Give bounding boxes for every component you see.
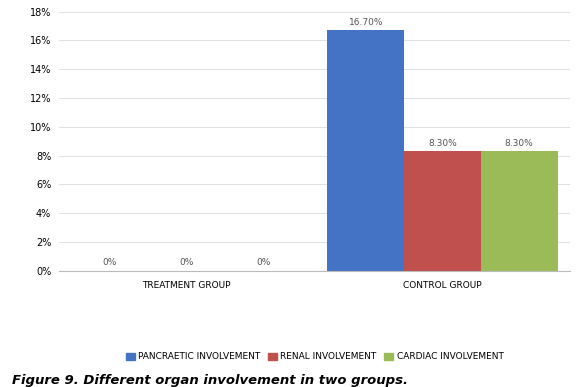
Bar <box>328 30 404 271</box>
Text: 16.70%: 16.70% <box>349 18 383 27</box>
Bar <box>404 151 481 271</box>
Legend: PANCRAETIC INVOLVEMENT, RENAL INVOLVEMENT, CARDIAC INVOLVEMENT: PANCRAETIC INVOLVEMENT, RENAL INVOLVEMEN… <box>122 349 507 365</box>
Text: 0%: 0% <box>179 258 194 267</box>
Text: Figure 9. Different organ involvement in two groups.: Figure 9. Different organ involvement in… <box>12 374 407 387</box>
Text: 0%: 0% <box>103 258 117 267</box>
Text: 0%: 0% <box>256 258 270 267</box>
Text: 8.30%: 8.30% <box>505 139 533 148</box>
Text: 8.30%: 8.30% <box>428 139 457 148</box>
Bar <box>481 151 557 271</box>
